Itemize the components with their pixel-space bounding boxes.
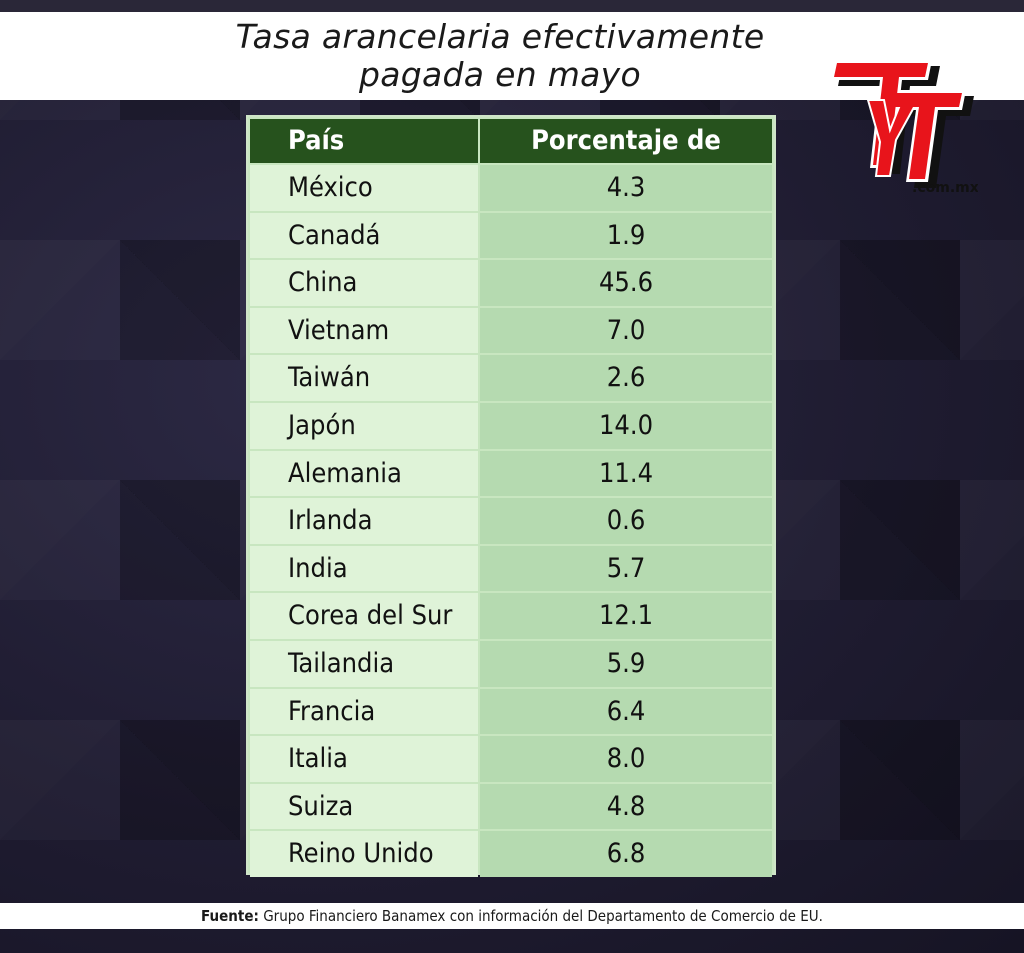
table-row: Japón 14.0 bbox=[250, 402, 772, 449]
table-row: India 5.7 bbox=[250, 545, 772, 592]
table-body: México 4.3 Canadá 1.9 China 45.6 Vietnam 7.0 Tai… bbox=[250, 165, 772, 879]
source-label: Fuente: bbox=[201, 907, 259, 925]
tariff-value-cell: 45.6 bbox=[480, 260, 772, 306]
country-cell: Reino Unido bbox=[250, 831, 478, 877]
country-cell: Italia bbox=[250, 736, 478, 782]
tariff-value-cell: 0.6 bbox=[480, 498, 772, 544]
title-line-2: pagada en mayo bbox=[359, 55, 641, 94]
country-cell: México bbox=[250, 165, 478, 211]
tariff-value-cell: 12.1 bbox=[480, 593, 772, 639]
country-cell: Vietnam bbox=[250, 307, 478, 354]
tariff-value-cell: 6.4 bbox=[480, 688, 772, 735]
country-cell: Irlanda bbox=[250, 498, 478, 544]
title-line-1: Tasa arancelaria efectivamente bbox=[235, 17, 765, 56]
tariff-value-cell: 6.8 bbox=[480, 831, 772, 877]
tariff-value-cell: 1.9 bbox=[480, 212, 772, 259]
source-band bbox=[0, 903, 1024, 929]
country-cell: Corea del Sur bbox=[250, 593, 478, 639]
tariff-table: País Porcentaje de arancel México4.3Cana… bbox=[246, 115, 776, 877]
table-row: Francia 6.4 bbox=[250, 688, 772, 735]
table-row: Tailandia 5.9 bbox=[250, 640, 772, 687]
column-header-country: País bbox=[250, 119, 478, 163]
table-row: Irlanda 0.6 bbox=[250, 498, 772, 544]
page-title: Tasa arancelaria efectivamente pagada en… bbox=[0, 18, 1000, 94]
country-cell: Francia bbox=[250, 688, 478, 735]
tariff-value-cell: 5.7 bbox=[480, 545, 772, 592]
tariff-value-cell: 2.6 bbox=[480, 355, 772, 401]
table-row: México 4.3 bbox=[250, 165, 772, 211]
source-text: Grupo Financiero Banamex con información… bbox=[258, 907, 823, 925]
tariff-value-cell: 4.3 bbox=[480, 165, 772, 211]
tariff-value-cell: 8.0 bbox=[480, 736, 772, 782]
table-row: Vietnam 7.0 bbox=[250, 307, 772, 354]
tyt-logo: .com.mx bbox=[830, 60, 978, 194]
column-header-tariff: Porcentaje de arancel bbox=[480, 119, 772, 200]
table-row: China 45.6 bbox=[250, 260, 772, 306]
top-strip bbox=[0, 0, 1024, 12]
source-note: Fuente: Grupo Financiero Banamex con inf… bbox=[0, 906, 1024, 926]
logo-domain: .com.mx bbox=[912, 180, 978, 194]
country-cell: Japón bbox=[250, 402, 478, 449]
country-cell: China bbox=[250, 260, 478, 306]
tariff-value-cell: 11.4 bbox=[480, 450, 772, 497]
country-cell: India bbox=[250, 545, 478, 592]
country-cell: Canadá bbox=[250, 212, 478, 259]
table-row: Suiza 4.8 bbox=[250, 783, 772, 830]
table-row: Italia 8.0 bbox=[250, 736, 772, 782]
tariff-value-cell: 14.0 bbox=[480, 402, 772, 449]
table-row: Alemania 11.4 bbox=[250, 450, 772, 497]
table-header-row: País Porcentaje de arancel bbox=[250, 119, 772, 200]
country-cell: Tailandia bbox=[250, 640, 478, 687]
tariff-value-cell: 5.9 bbox=[480, 640, 772, 687]
table-row: Corea del Sur 12.1 bbox=[250, 593, 772, 639]
country-cell: Taiwán bbox=[250, 355, 478, 401]
country-cell: Alemania bbox=[250, 450, 478, 497]
tariff-value-cell: 7.0 bbox=[480, 307, 772, 354]
country-cell: Suiza bbox=[250, 783, 478, 830]
table-row: Taiwán 2.6 bbox=[250, 355, 772, 401]
table-row: Reino Unido 6.8 bbox=[250, 831, 772, 877]
tariff-value-cell: 4.8 bbox=[480, 783, 772, 830]
table-row: Canadá 1.9 bbox=[250, 212, 772, 259]
